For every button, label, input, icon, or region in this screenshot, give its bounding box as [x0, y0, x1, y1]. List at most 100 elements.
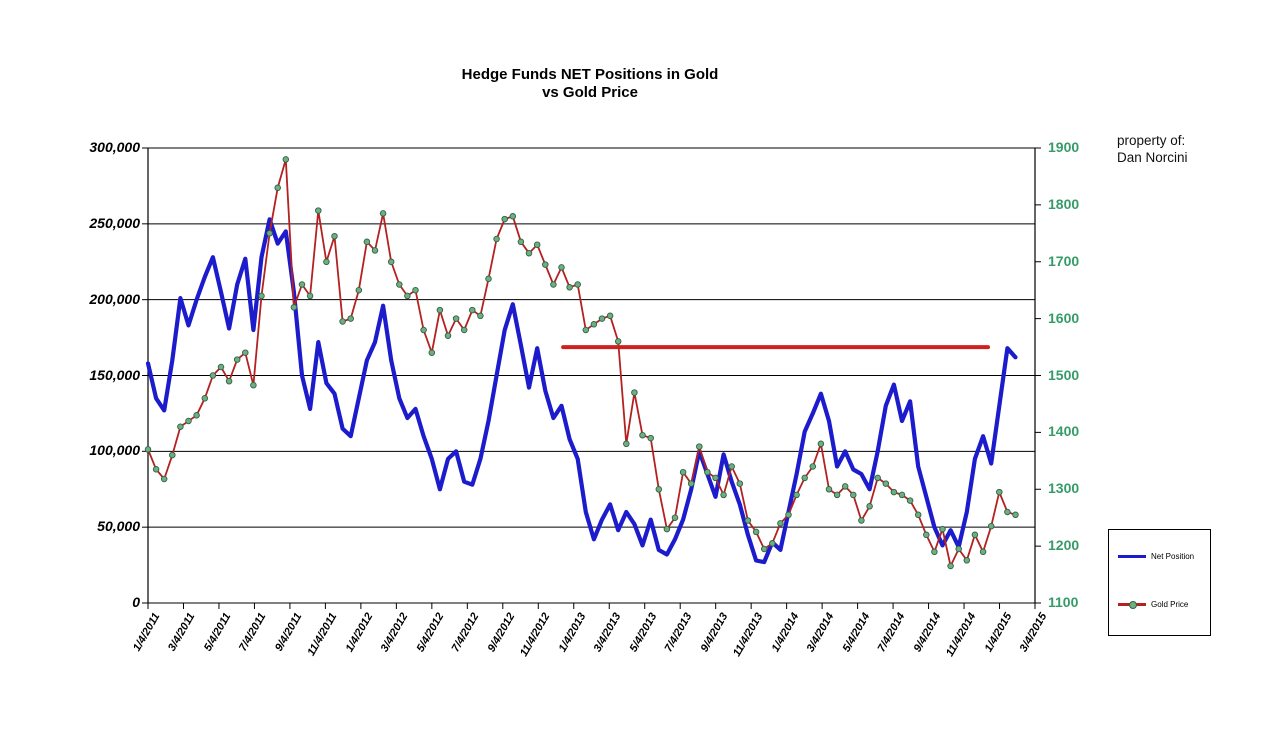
gold-price-marker-icon	[712, 474, 719, 482]
gold-price-marker-icon	[647, 434, 654, 442]
gold-price-marker-icon	[444, 332, 452, 339]
gold-price-marker-icon	[420, 326, 427, 334]
gold-price-marker-icon	[598, 315, 606, 322]
y-axis-left-label: 250,000	[89, 214, 140, 231]
y-axis-left-label: 100,000	[89, 442, 140, 459]
gold-price-marker-icon	[306, 292, 314, 300]
y-axis-right: 1100 1200 1300 1400 1500 1600 1700 1800 1900	[1048, 0, 1108, 720]
x-axis-tick-label: 9/4/2012	[485, 611, 518, 655]
gold-price-marker-icon	[801, 474, 808, 482]
gold-price-marker-icon	[193, 412, 200, 419]
chart-title-line2: vs Gold Price	[542, 84, 638, 101]
property-note-line1: property of:	[1117, 133, 1186, 148]
gold-price-marker-icon	[371, 247, 379, 254]
gold-price-marker-icon	[614, 338, 622, 345]
y-axis-right-label: 1700	[1048, 252, 1080, 269]
gold-price-marker-icon	[1129, 601, 1137, 609]
property-note-line2: Dan Norcini	[1117, 150, 1188, 165]
gold-price-marker-icon	[987, 522, 995, 530]
gold-price-marker-icon	[298, 281, 306, 288]
gold-price-marker-icon	[493, 235, 500, 243]
gold-price-marker-icon	[485, 275, 492, 283]
y-axis-left-label: 50,000	[97, 518, 140, 535]
legend-label-gold-price: Gold Price	[1151, 600, 1189, 609]
y-axis-right-label: 1500	[1048, 366, 1080, 383]
gold-price-marker-icon	[939, 525, 946, 533]
gold-price-marker-icon	[542, 261, 549, 268]
gold-price-marker-icon	[452, 315, 460, 322]
y-axis-right-label: 1600	[1048, 309, 1080, 326]
gold-price-marker-icon	[979, 548, 987, 556]
gold-price-marker-icon	[866, 503, 873, 510]
y-axis-left-label: 150,000	[89, 366, 140, 383]
y-axis-left-label: 0	[132, 594, 140, 610]
x-axis-tick-label: 7/4/2014	[875, 611, 908, 655]
gold-price-marker-icon	[931, 548, 938, 556]
gold-price-marker-icon	[225, 377, 233, 385]
x-axis-tick-label: 9/4/2014	[911, 611, 943, 655]
gold-price-marker-icon	[582, 326, 590, 334]
gold-price-marker-icon	[671, 514, 679, 521]
gold-price-marker-icon	[315, 207, 322, 214]
legend-label-net-position: Net Position	[1151, 552, 1195, 561]
gold-price-marker-icon	[882, 480, 890, 487]
gold-price-marker-icon	[290, 304, 298, 311]
x-axis-tick-label: 11/4/2014	[943, 611, 979, 659]
gold-price-marker-icon	[623, 440, 630, 448]
gold-price-marker-icon	[752, 528, 760, 536]
y-axis-right-label: 1400	[1048, 423, 1080, 440]
x-axis-tick-label: 7/4/2012	[449, 611, 482, 655]
y-axis-right-label: 1800	[1048, 195, 1080, 212]
gold-price-marker-icon	[266, 230, 273, 237]
gold-price-marker-icon	[785, 511, 792, 519]
gold-price-marker-icon	[696, 443, 703, 450]
gold-price-marker-icon	[769, 540, 776, 547]
gold-price-series-line	[147, 158, 1017, 567]
x-axis-tick-label: 11/4/2013	[731, 611, 766, 659]
gold-price-marker-icon	[996, 488, 1003, 496]
x-axis-tick-label: 9/4/2013	[698, 611, 731, 655]
gold-price-marker-icon	[501, 215, 508, 223]
gold-price-marker-icon	[242, 349, 249, 356]
legend-item-net-position: Net Position	[1118, 552, 1194, 561]
gold-price-marker-icon	[744, 517, 752, 524]
gold-price-marker-icon	[914, 511, 922, 519]
gold-price-marker-icon	[217, 363, 225, 371]
gold-price-marker-icon	[728, 463, 735, 470]
gold-price-marker-icon	[331, 232, 338, 240]
gold-price-marker-icon	[250, 381, 257, 389]
gold-price-marker-icon	[777, 520, 784, 527]
gold-price-marker-icon	[509, 213, 517, 220]
gold-price-marker-icon	[144, 446, 152, 453]
net-position-series-line	[145, 217, 1018, 565]
gold-price-marker-icon	[533, 241, 541, 248]
x-axis-tick-label: 3/4/2013	[591, 611, 624, 655]
gold-price-marker-icon	[209, 372, 217, 379]
gold-price-marker-icon	[817, 440, 825, 448]
gold-price-marker-icon	[436, 306, 444, 314]
y-axis-right-label: 1900	[1048, 139, 1080, 155]
x-axis-tick-label: 5/4/2011	[201, 611, 234, 654]
gold-price-marker-icon	[363, 238, 371, 246]
gold-price-marker-icon	[655, 486, 663, 493]
chart-title: Hedge Funds NET Positions in Gold vs Gol…	[400, 66, 780, 102]
x-axis-tick-label: 1/4/2012	[343, 611, 376, 655]
gold-price-marker-icon	[517, 238, 525, 246]
gold-price-marker-icon	[477, 312, 484, 320]
gold-price-marker-icon	[1004, 508, 1011, 516]
x-axis-tick-label: 7/4/2013	[662, 611, 695, 655]
gold-price-marker-icon	[971, 531, 979, 539]
gold-price-marker-icon	[590, 321, 598, 328]
gold-price-marker-icon	[258, 292, 265, 300]
gold-price-marker-icon	[906, 497, 914, 504]
chart-legend: Net Position Gold Price	[1108, 529, 1211, 636]
gold-price-marker-icon	[720, 491, 727, 499]
gold-price-marker-icon	[550, 281, 557, 288]
x-axis-tick-label: 7/4/2011	[237, 611, 269, 654]
chart-title-line1: Hedge Funds NET Positions in Gold	[461, 66, 719, 83]
gold-price-marker-icon	[825, 486, 833, 493]
gold-price-marker-icon	[355, 286, 363, 294]
gold-price-marker-icon	[460, 326, 468, 334]
gold-price-marker-icon	[525, 249, 533, 257]
gold-price-marker-icon	[339, 318, 346, 325]
